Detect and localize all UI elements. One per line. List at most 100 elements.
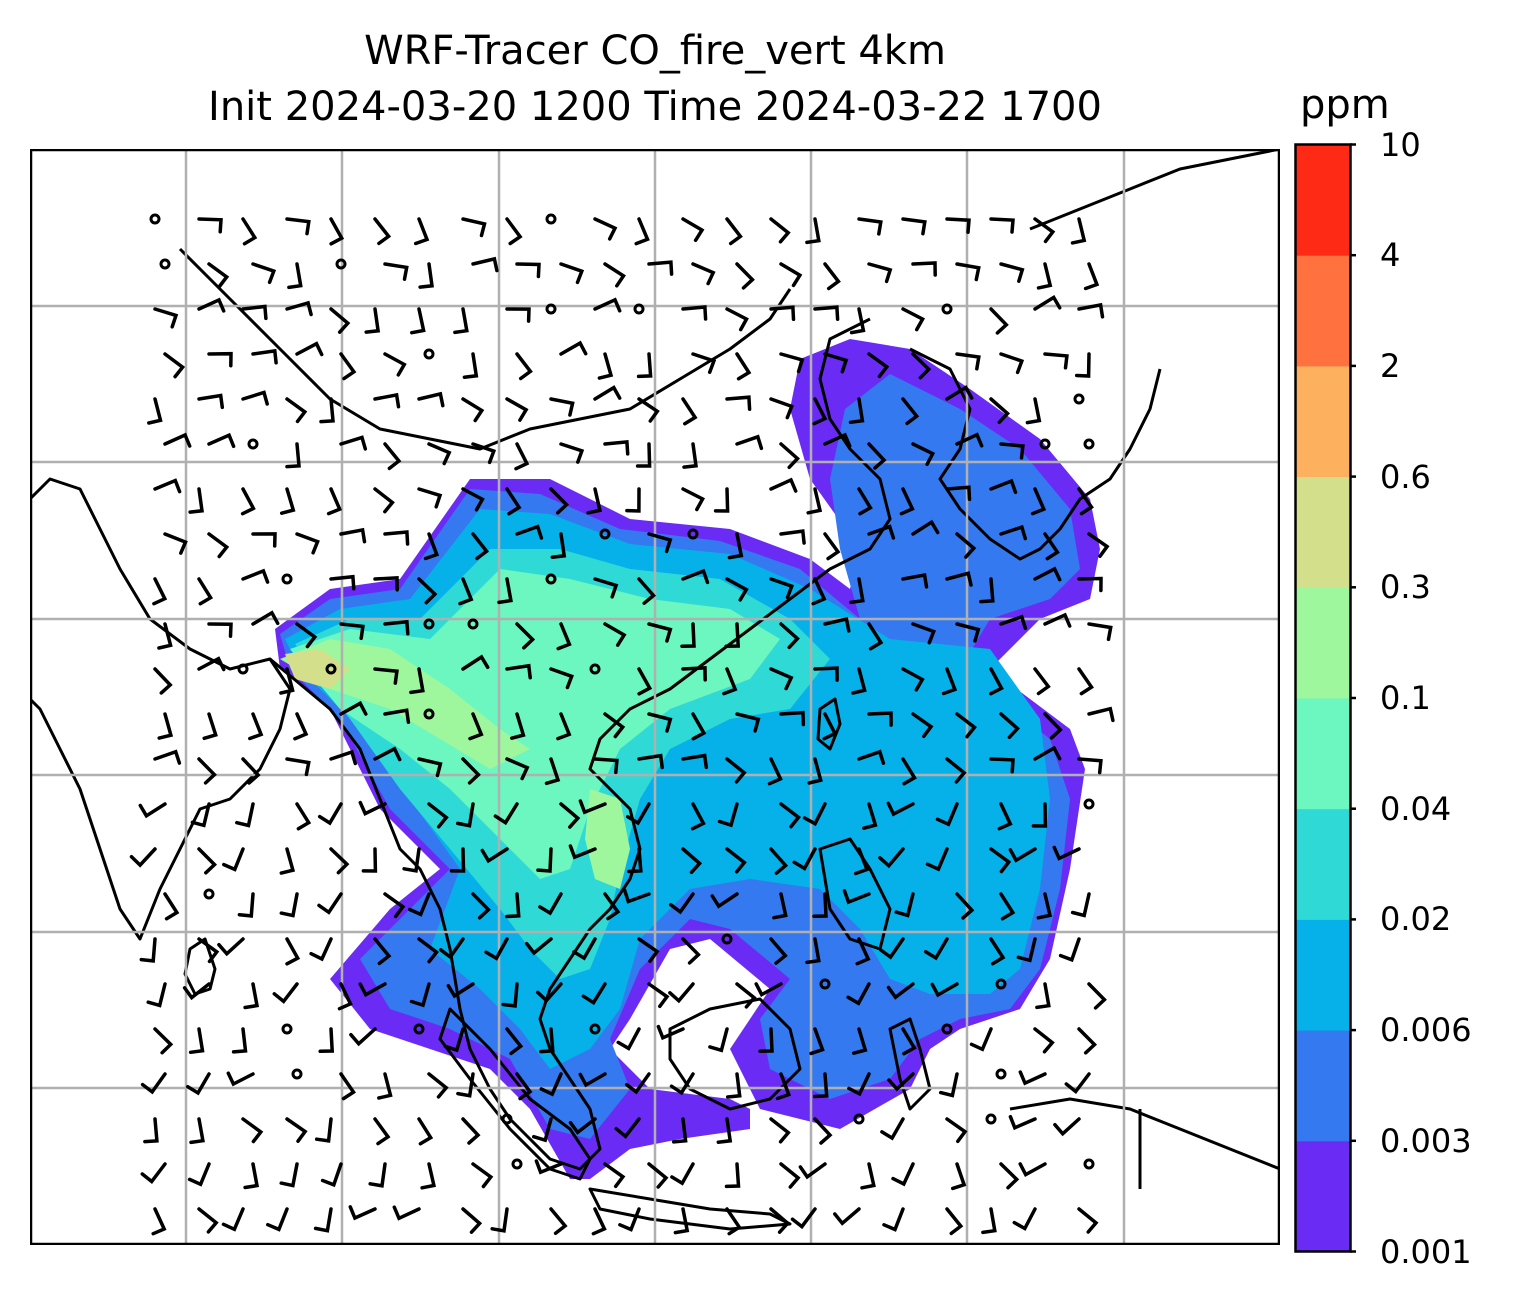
wind-barb [438, 937, 465, 960]
wind-barb [735, 982, 757, 1009]
wind-barb [1077, 757, 1103, 775]
calm-wind-marker [633, 303, 645, 315]
colorbar-band-6 [1295, 476, 1351, 588]
wind-barb [461, 757, 481, 785]
wind-barb [945, 385, 974, 401]
wind-barb [461, 487, 485, 512]
wind-barb [851, 667, 867, 695]
wind-barb [849, 307, 866, 335]
wind-barb [769, 667, 794, 691]
wind-barb [468, 712, 484, 741]
wind-barb [853, 847, 870, 876]
wind-barb [725, 1207, 742, 1236]
wind-barb [458, 577, 474, 606]
wind-barb [266, 1207, 289, 1232]
wind-barb [691, 712, 707, 741]
wind-barb [1033, 217, 1056, 244]
wind-barb [625, 487, 641, 513]
wind-barb [1053, 1117, 1081, 1137]
wind-barb [955, 432, 984, 448]
wind-barb [614, 1117, 641, 1139]
colorbar-tick-label: 0.006 [1380, 1011, 1472, 1050]
wind-barb [857, 487, 873, 516]
colorbar-tick-label: 10 [1380, 125, 1421, 164]
wind-barb [997, 802, 1013, 831]
wind-barb [285, 397, 308, 424]
wind-barb [197, 577, 214, 606]
wind-barb [1043, 532, 1060, 561]
wind-barb [1043, 612, 1072, 628]
wind-barb [989, 478, 1018, 495]
wind-barb [779, 529, 806, 545]
wind-barb [243, 1162, 260, 1190]
wind-barb [549, 397, 575, 417]
wind-barb [309, 937, 333, 962]
wind-barb [769, 397, 794, 420]
wind-barb [955, 262, 981, 282]
wind-barb [1008, 1114, 1037, 1131]
wind-barb [358, 800, 387, 816]
wind-barb [867, 524, 896, 540]
wind-barb [901, 757, 917, 786]
wind-barb [143, 1117, 159, 1144]
wind-barb [377, 1072, 393, 1100]
wind-barb [867, 262, 893, 284]
wind-barb [207, 532, 230, 559]
wind-barb [368, 1162, 387, 1188]
wind-barb [471, 892, 491, 920]
tracer-contour-0.3 [285, 649, 350, 689]
chart-subtitle: Init 2024-03-20 1200 Time 2024-03-22 170… [208, 84, 1102, 130]
wind-barb [857, 217, 883, 236]
wind-barb [802, 802, 827, 827]
wind-barb [373, 937, 392, 966]
wind-barb [402, 847, 421, 873]
wind-barb [339, 700, 368, 716]
calm-wind-marker [687, 528, 699, 540]
graticule [30, 149, 1280, 1245]
wind-barb [373, 1117, 391, 1146]
wind-barb [603, 622, 627, 647]
wind-barb [539, 1072, 563, 1097]
wind-barb [878, 847, 905, 869]
wind-barb [586, 487, 603, 515]
wind-barb [568, 1117, 597, 1135]
wind-barb [637, 753, 664, 770]
wind-barb [846, 982, 871, 1006]
wind-barb [248, 712, 264, 741]
wind-barb [867, 622, 884, 651]
wind-barb [941, 667, 958, 696]
wind-barb [505, 217, 523, 246]
wind-barb [626, 802, 651, 826]
wind-barb [515, 262, 541, 279]
wind-barb [243, 982, 260, 1010]
wind-barb [383, 352, 407, 377]
wind-barb [813, 666, 839, 682]
wind-barb [798, 1162, 827, 1180]
wind-barb [1033, 294, 1062, 311]
wind-barb [597, 352, 614, 380]
wind-barb [163, 432, 192, 448]
wind-barb [806, 487, 823, 515]
wind-barb [681, 487, 706, 512]
wind-barb [423, 532, 440, 561]
wind-barb [383, 708, 411, 724]
wind-barb [822, 712, 838, 741]
wind-barb [329, 847, 350, 875]
wind-barb [231, 1027, 248, 1054]
wind-barb [955, 622, 981, 643]
wind-barb [295, 532, 320, 555]
wind-barb [682, 442, 698, 469]
wind-barb [339, 527, 367, 544]
wind-barb [647, 1162, 669, 1189]
wind-barb [616, 1027, 641, 1051]
wind-barb [779, 622, 800, 650]
wind-barb [894, 892, 915, 918]
wind-barb [1008, 847, 1037, 863]
wind-barb [320, 1162, 343, 1188]
calm-wind-marker [159, 258, 171, 270]
wind-barb [603, 1162, 626, 1189]
wind-barb [935, 802, 959, 827]
wind-barb [418, 262, 434, 289]
wind-barb [593, 297, 622, 313]
wind-barb [364, 307, 381, 334]
